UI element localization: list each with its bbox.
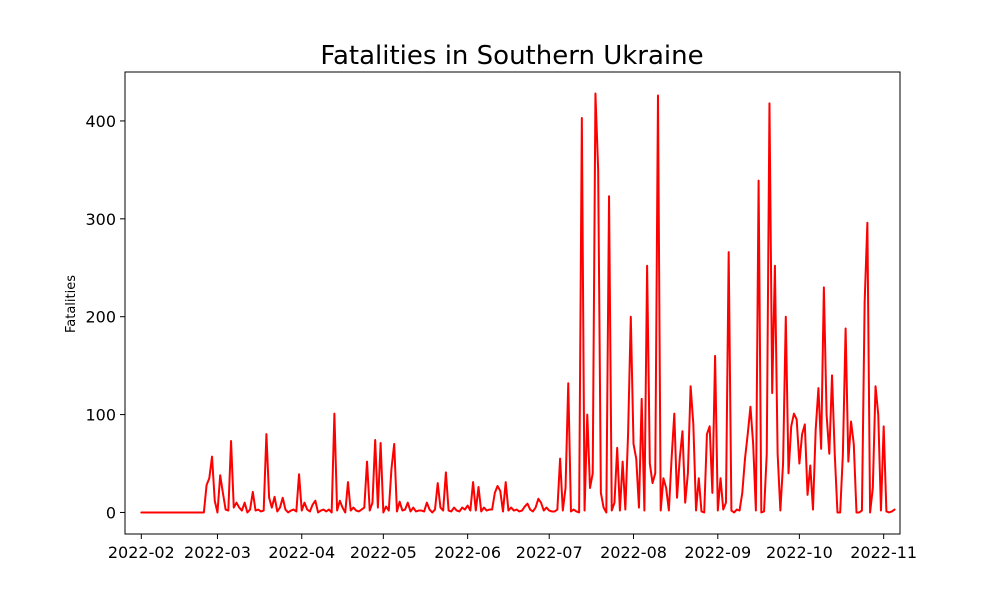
y-axis-label: Fatalities: [64, 275, 79, 333]
x-axis: 2022-02 2022-03 2022-04 2022-05 2022-06 2022-…: [108, 534, 917, 562]
y-tick-label: 300: [85, 210, 116, 229]
x-tick-label: 2022-07: [516, 543, 583, 562]
x-tick-label: 2022-09: [684, 543, 751, 562]
series-line-0: [140, 92, 896, 514]
plot-frame: [124, 71, 901, 535]
series-layer: [140, 92, 896, 514]
y-tick-label: 200: [85, 308, 116, 327]
y-tick-label: 100: [85, 406, 116, 425]
x-tick-label: 2022-03: [184, 543, 251, 562]
y-axis: 0 100 200 300 400: [85, 112, 125, 522]
x-tick-label: 2022-06: [434, 543, 501, 562]
x-tick-label: 2022-02: [108, 543, 175, 562]
x-tick-label: 2022-04: [268, 543, 335, 562]
x-tick-label: 2022-08: [600, 543, 667, 562]
chart-title: Fatalities in Southern Ukraine: [320, 41, 703, 71]
x-tick-label: 2022-11: [850, 543, 917, 562]
y-tick-label: 0: [106, 503, 116, 522]
y-tick-label: 400: [85, 112, 116, 131]
x-tick-label: 2022-05: [350, 543, 417, 562]
x-tick-label: 2022-10: [766, 543, 833, 562]
